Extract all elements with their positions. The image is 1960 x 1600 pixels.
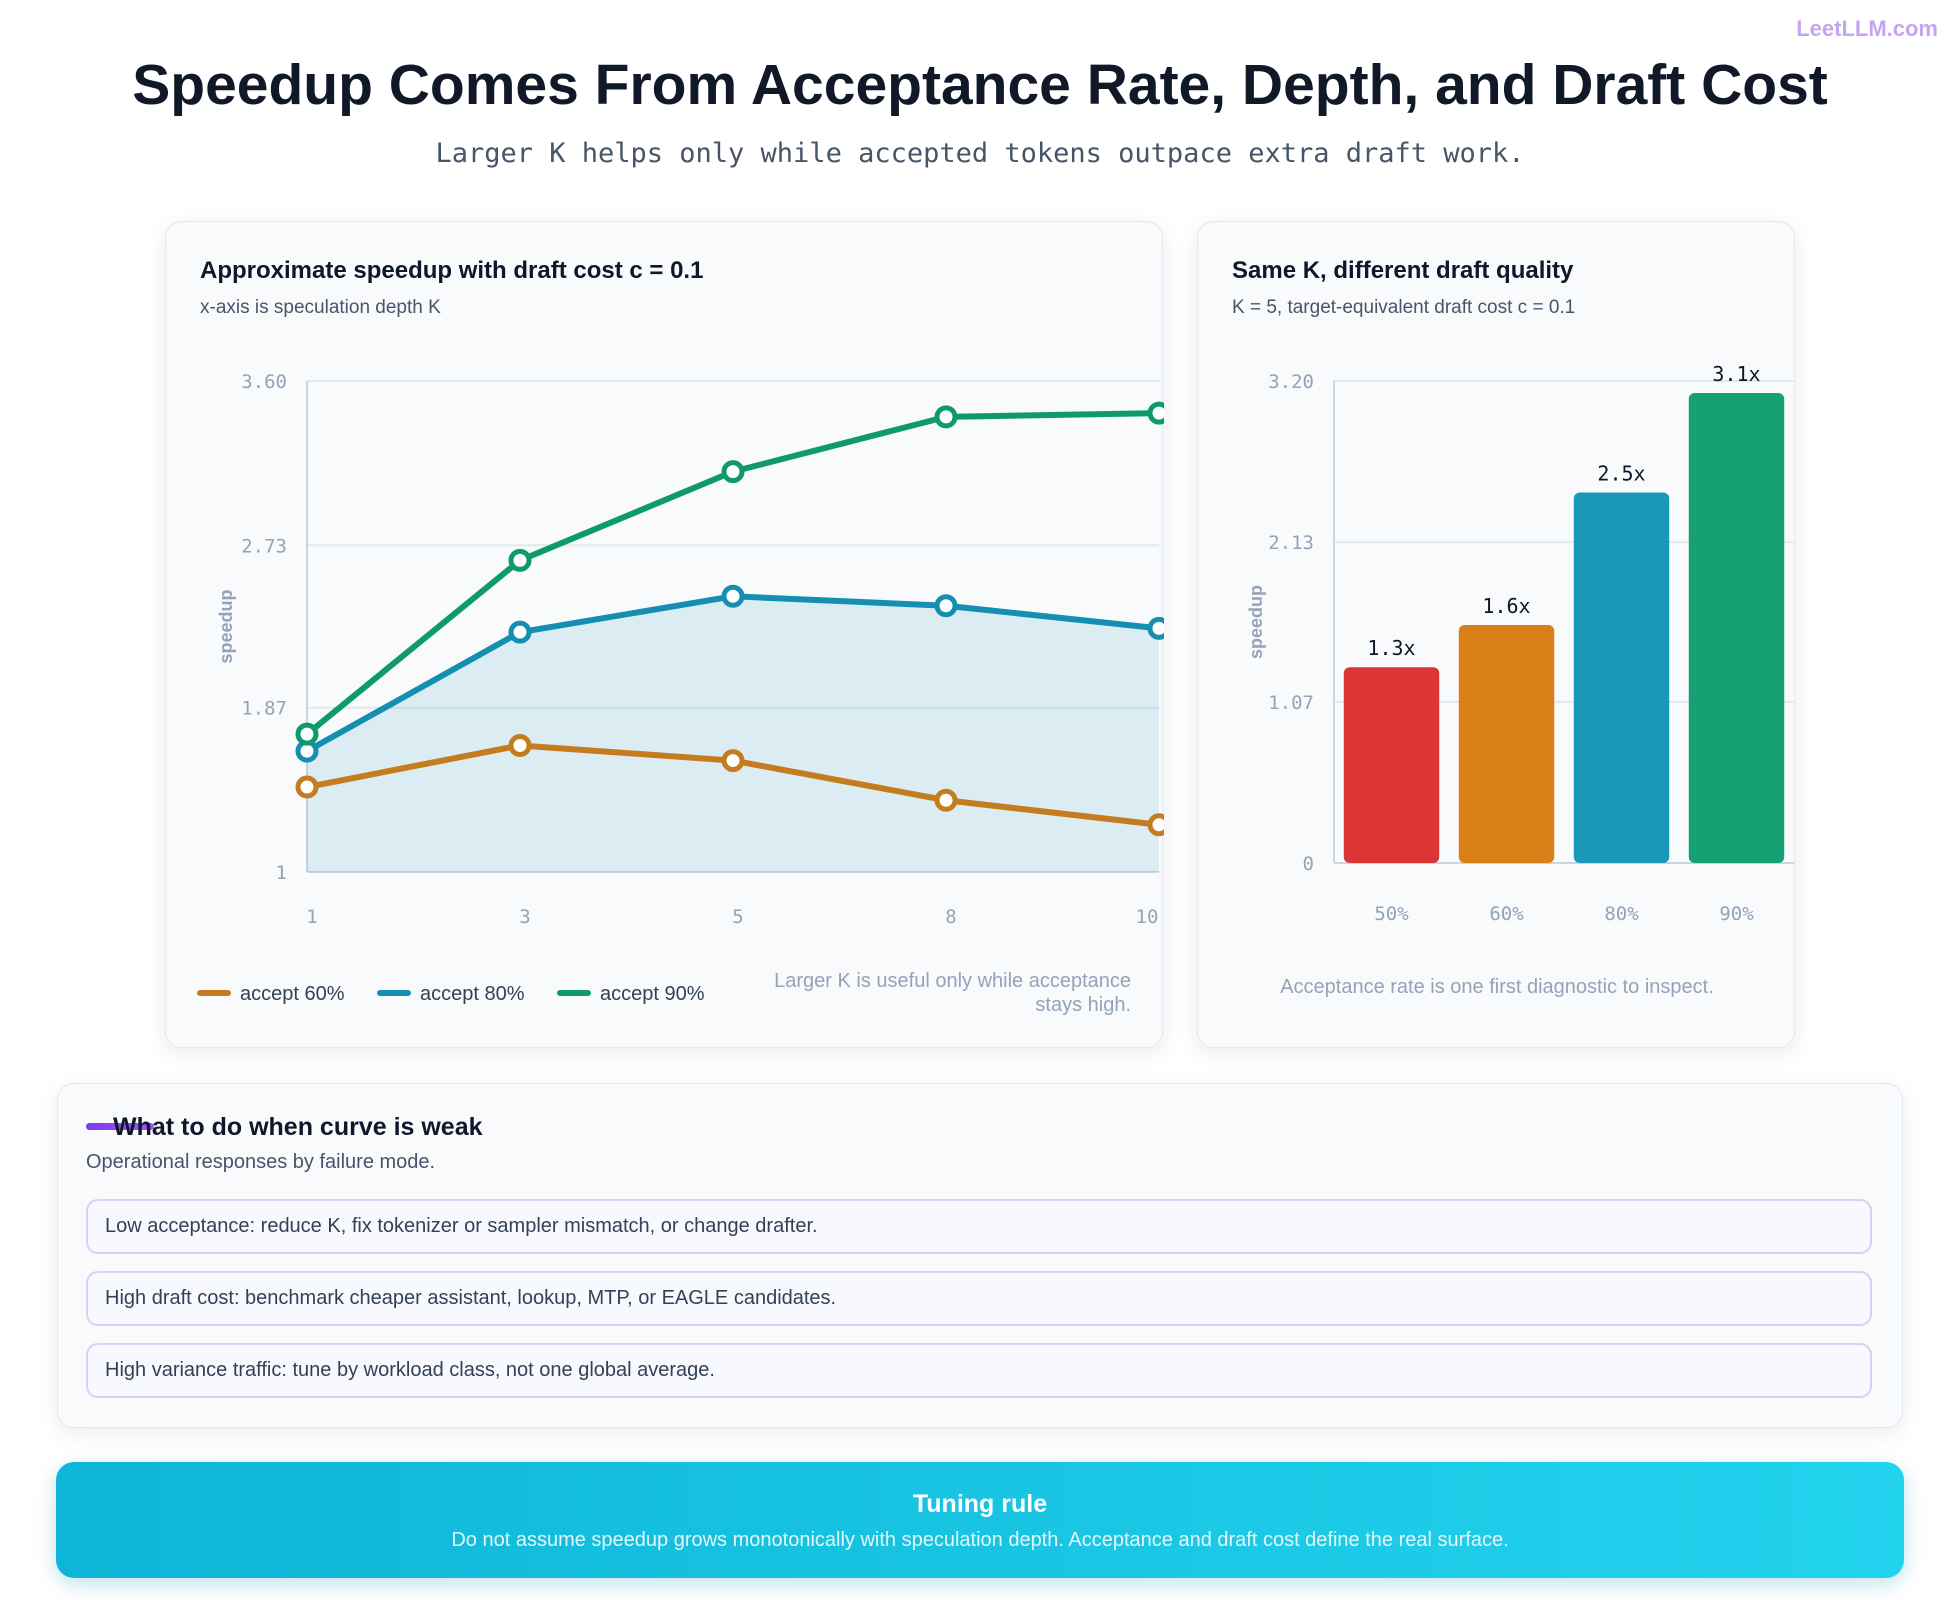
list-item: High variance traffic: tune by workload … — [86, 1343, 1872, 1398]
bar — [1343, 667, 1440, 863]
accent-bar — [86, 1123, 154, 1130]
point — [508, 733, 532, 757]
point — [934, 405, 958, 429]
point — [295, 722, 319, 746]
page-title: Speedup Comes From Acceptance Rate, Dept… — [132, 53, 1828, 117]
y-tick-label: 3.20 — [1268, 371, 1314, 393]
list-item: High draft cost: benchmark cheaper assis… — [86, 1271, 1872, 1326]
value-label: 1.6x — [1482, 594, 1530, 618]
x-tick-label: 90% — [1719, 903, 1754, 925]
value-label: 2.5x — [1597, 461, 1645, 485]
point — [721, 584, 745, 608]
x-tick-label: 60% — [1489, 903, 1524, 925]
chart-title: Same K, different draft quality — [1232, 257, 1574, 284]
bar — [1688, 393, 1785, 863]
y-tick-label: 0 — [1303, 853, 1314, 875]
footer: Tuning rule Do not assume speedup grows … — [56, 1462, 1904, 1578]
y-tick-label: 2.73 — [241, 535, 287, 557]
x-tick-label: 3 — [519, 906, 530, 928]
bar — [1573, 492, 1670, 863]
value-label: 1.3x — [1367, 636, 1415, 660]
y-tick-label: 1.07 — [1268, 692, 1314, 714]
panel-subtitle: Operational responses by failure mode. — [86, 1151, 436, 1173]
chart-subtitle: x-axis is speculation depth K — [200, 297, 441, 318]
line-chart-card: Approximate speedup with draft cost c = … — [165, 221, 1164, 1048]
point — [934, 594, 958, 618]
point — [295, 775, 319, 799]
point — [508, 620, 532, 644]
brand: LeetLLM.com — [1796, 16, 1938, 41]
annotation: Larger K is useful only while acceptance… — [774, 970, 1131, 1016]
y-tick-label: 2.13 — [1268, 532, 1314, 554]
panel-title: What to do when curve is weak — [113, 1113, 483, 1141]
x-tick-label: 50% — [1374, 903, 1409, 925]
legend-label: accept 60% — [240, 983, 345, 1005]
point — [508, 548, 532, 572]
y-tick-label: 1.87 — [241, 698, 287, 720]
annotation: Acceptance rate is one first diagnostic … — [1280, 976, 1714, 998]
bar-chart-card: Same K, different draft quality K = 5, ta… — [1197, 221, 1795, 1048]
legend-label: accept 80% — [420, 983, 525, 1005]
bar — [1458, 625, 1555, 863]
y-tick-label: 1 — [276, 862, 287, 884]
chart: Approximate speedup with draft cost c = … — [197, 257, 1164, 1005]
chart: Same K, different draft quality K = 5, ta… — [1232, 257, 1794, 925]
x-tick-label: 8 — [945, 906, 956, 928]
y-axis-label: speedup — [1246, 585, 1266, 659]
legend-label: accept 90% — [600, 983, 705, 1005]
point — [1147, 401, 1164, 425]
point — [1147, 616, 1164, 640]
x-tick-label: 5 — [732, 906, 743, 928]
area — [307, 596, 1159, 872]
x-tick-label: 1 — [306, 906, 317, 928]
point — [721, 460, 745, 484]
point — [721, 749, 745, 773]
value-label: 3.1x — [1712, 362, 1760, 386]
page-subtitle: Larger K helps only while accepted token… — [435, 138, 1525, 169]
y-tick-label: 3.60 — [241, 371, 287, 393]
x-tick-label: 10 — [1136, 906, 1159, 928]
list-item: Low acceptance: reduce K, fix tokenizer … — [86, 1199, 1872, 1254]
chart-title: Approximate speedup with draft cost c = … — [200, 257, 703, 284]
x-tick-label: 80% — [1604, 903, 1639, 925]
chart-subtitle: K = 5, target-equivalent draft cost c = … — [1232, 297, 1575, 318]
footer-title: Tuning rule — [912, 1490, 1048, 1518]
y-axis-label: speedup — [216, 589, 236, 663]
point — [934, 788, 958, 812]
footer-text: Do not assume speedup grows monotonicall… — [451, 1529, 1509, 1551]
point — [1147, 813, 1164, 837]
